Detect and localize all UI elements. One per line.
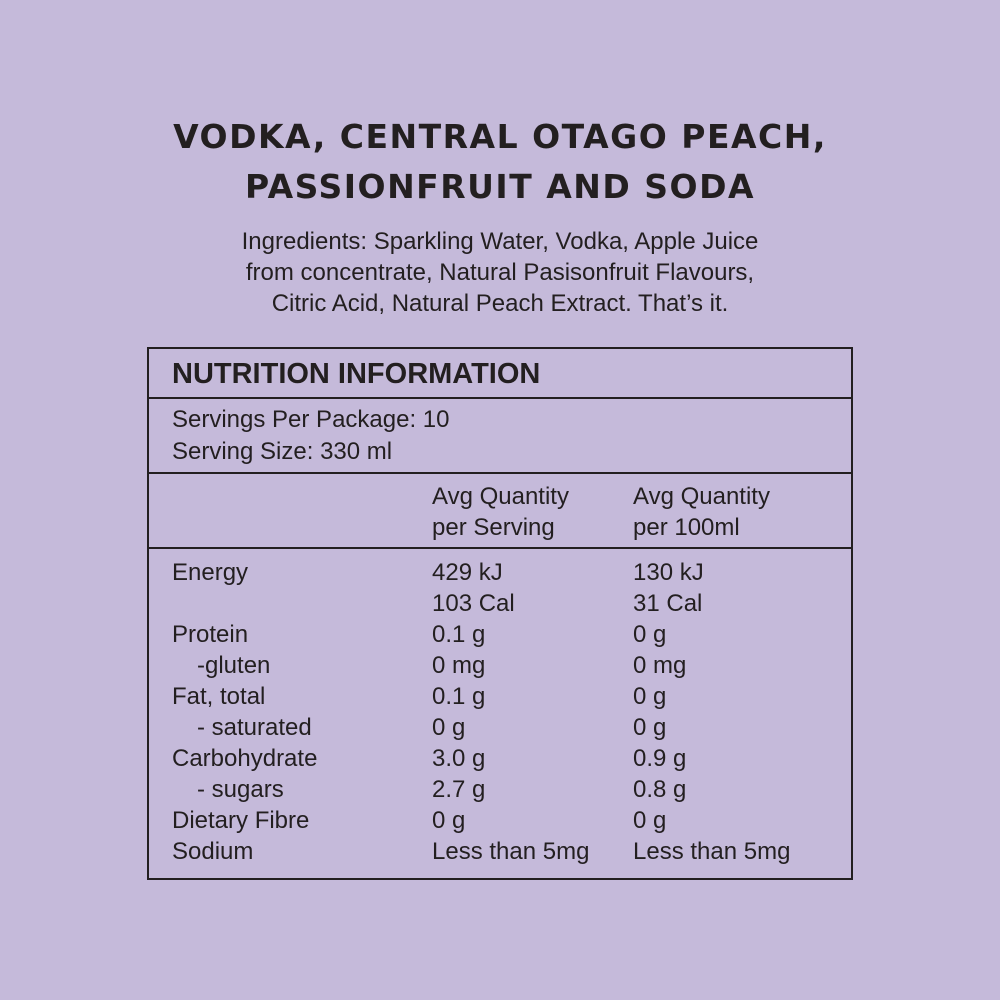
- value-per-100ml: 31 Cal: [633, 590, 703, 617]
- nutrient-label: Fat, total: [172, 683, 266, 710]
- servings-per-package: Servings Per Package: 10: [172, 406, 450, 433]
- value-per-serving: 0.1 g: [432, 683, 486, 710]
- col-header-per-serving-line-1: Avg Quantity: [432, 483, 569, 510]
- col-header-per-100ml: Avg Quantity per 100ml: [633, 481, 770, 543]
- col-header-per-100ml-line-1: Avg Quantity: [633, 483, 770, 510]
- value-per-100ml: 0 g: [633, 714, 667, 741]
- value-per-100ml: 0.9 g: [633, 745, 687, 772]
- nutrient-label: Energy: [172, 559, 249, 586]
- value-per-serving: Less than 5mg: [432, 838, 590, 865]
- nutrient-label: - sugars: [197, 776, 284, 803]
- nutrition-header: NUTRITION INFORMATION: [149, 349, 851, 399]
- value-per-serving: 0 g: [432, 714, 466, 741]
- value-per-100ml: 0 g: [633, 683, 667, 710]
- nutrient-label: Sodium: [172, 838, 254, 865]
- col-header-per-100ml-line-2: per 100ml: [633, 514, 740, 541]
- ingredients-list: Ingredients: Sparkling Water, Vodka, App…: [0, 226, 1000, 319]
- value-per-serving: 0.1 g: [432, 621, 486, 648]
- value-per-serving: 2.7 g: [432, 776, 486, 803]
- value-per-serving: 0 mg: [432, 652, 486, 679]
- ingredients-line-2: from concentrate, Natural Pasisonfruit F…: [245, 259, 755, 286]
- col-header-per-serving-line-2: per Serving: [432, 514, 555, 541]
- table-row: Fat, total 0.1 g 0 g: [149, 681, 851, 712]
- ingredients-line-1: Ingredients: Sparkling Water, Vodka, App…: [241, 228, 759, 255]
- table-row: Carbohydrate 3.0 g 0.9 g: [149, 743, 851, 774]
- value-per-serving: 429 kJ: [432, 559, 503, 586]
- table-row: Dietary Fibre 0 g 0 g: [149, 805, 851, 836]
- value-per-serving: 0 g: [432, 807, 466, 834]
- value-per-100ml: 0.8 g: [633, 776, 687, 803]
- value-per-100ml: 0 g: [633, 807, 667, 834]
- nutrient-label: Dietary Fibre: [172, 807, 310, 834]
- table-row: -gluten 0 mg 0 mg: [149, 650, 851, 681]
- value-per-serving: 3.0 g: [432, 745, 486, 772]
- value-per-100ml: 130 kJ: [633, 559, 704, 586]
- nutrient-label: Carbohydrate: [172, 745, 318, 772]
- nutrient-label: -gluten: [197, 652, 271, 679]
- nutrient-label: Protein: [172, 621, 249, 648]
- serving-size: Serving Size: 330 ml: [172, 438, 393, 465]
- ingredients-line-3: Citric Acid, Natural Peach Extract. That…: [271, 290, 729, 317]
- product-title: Vodka, Central Otago Peach, Passionfruit…: [0, 112, 1000, 212]
- table-row: - sugars 2.7 g 0.8 g: [149, 774, 851, 805]
- table-row: Sodium Less than 5mg Less than 5mg: [149, 836, 851, 867]
- nutrient-label: - saturated: [197, 714, 312, 741]
- product-title-line-2: Passionfruit and Soda: [244, 167, 756, 206]
- product-title-line-1: Vodka, Central Otago Peach,: [173, 117, 827, 156]
- nutrition-heading: NUTRITION INFORMATION: [172, 358, 541, 390]
- nutrition-panel: NUTRITION INFORMATION Servings Per Packa…: [147, 347, 853, 880]
- value-per-100ml: Less than 5mg: [633, 838, 791, 865]
- table-row: Energy 429 kJ 130 kJ: [149, 557, 851, 588]
- value-per-100ml: 0 mg: [633, 652, 687, 679]
- col-header-per-serving: Avg Quantity per Serving: [432, 481, 569, 543]
- table-row: 103 Cal 31 Cal: [149, 588, 851, 619]
- column-headers: Avg Quantity per Serving Avg Quantity pe…: [149, 474, 851, 549]
- serving-info: Servings Per Package: 10 Serving Size: 3…: [149, 399, 851, 474]
- value-per-100ml: 0 g: [633, 621, 667, 648]
- table-row: Protein 0.1 g 0 g: [149, 619, 851, 650]
- nutrition-rows: Energy 429 kJ 130 kJ 103 Cal 31 Cal Prot…: [149, 549, 851, 878]
- value-per-serving: 103 Cal: [432, 590, 515, 617]
- table-row: - saturated 0 g 0 g: [149, 712, 851, 743]
